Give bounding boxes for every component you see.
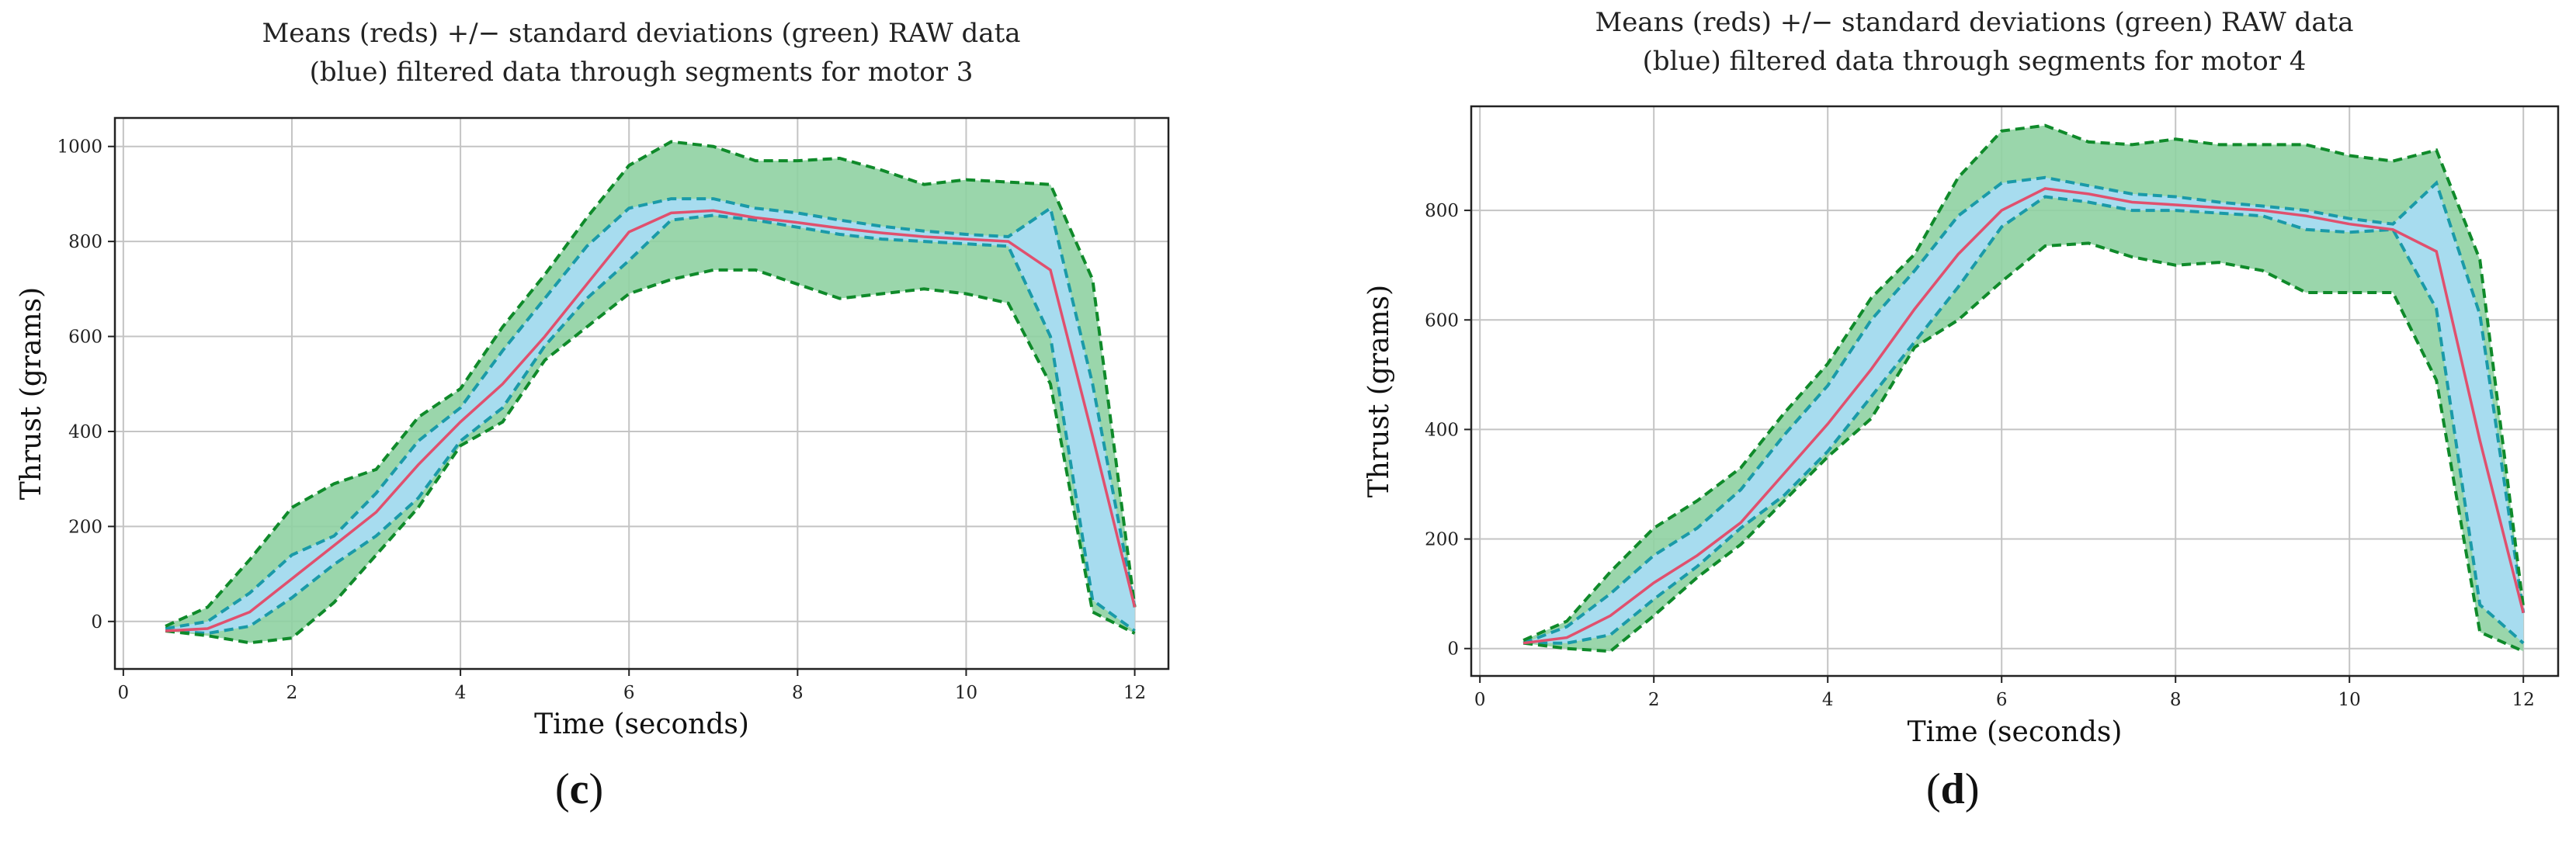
chart-motor-3: Means (reds) +/− standard deviations (gr…	[16, 18, 1170, 740]
y-tick-label: 800	[1425, 201, 1459, 221]
y-tick-label: 200	[1425, 530, 1459, 550]
y-tick-label: 0	[1447, 639, 1459, 660]
filtered-lower-line	[1523, 195, 2525, 645]
x-tick-label: 10	[955, 683, 977, 703]
panel-label-d: (d)	[1926, 765, 1980, 813]
x-tick-label: 4	[455, 683, 467, 703]
x-tick-label: 0	[1474, 690, 1486, 710]
y-tick-label: 600	[1425, 310, 1459, 331]
y-tick-label: 0	[91, 612, 102, 632]
mean-line	[165, 209, 1137, 632]
x-tick-label: 6	[623, 683, 635, 703]
plot-frame	[113, 116, 1170, 671]
x-tick-label: 2	[286, 683, 298, 703]
filtered-band	[165, 199, 1135, 634]
panel-c: Means (reds) +/− standard deviations (gr…	[0, 0, 1273, 849]
y-axis-label: Thrust (grams)	[1363, 285, 1395, 497]
x-tick-label: 8	[792, 683, 804, 703]
plot-frame	[1470, 105, 2560, 677]
raw-std-band	[1523, 125, 2524, 652]
y-tick-label: 400	[68, 422, 102, 442]
raw-lower-line	[165, 268, 1136, 645]
x-tick-label: 6	[1996, 690, 2008, 710]
x-tick-label: 0	[118, 683, 130, 703]
filtered-upper-line	[1522, 175, 2526, 645]
y-tick-label: 600	[68, 327, 102, 348]
chart-title-line: (blue) filtered data through segments fo…	[1643, 46, 2307, 77]
y-tick-label: 400	[1425, 420, 1459, 440]
filtered-band	[1523, 177, 2524, 643]
y-tick-label: 800	[68, 232, 102, 252]
chart-motor-4: Means (reds) +/− standard deviations (gr…	[1363, 7, 2560, 748]
x-tick-label: 4	[1822, 690, 1834, 710]
panel-label-c: (c)	[555, 765, 604, 813]
chart-title-line: (blue) filtered data through segments fo…	[310, 57, 974, 88]
raw-lower-line	[1522, 241, 2525, 653]
x-axis-label: Time (seconds)	[1908, 716, 2123, 748]
x-axis-label: Time (seconds)	[534, 709, 749, 740]
y-tick-label: 200	[68, 517, 102, 537]
y-tick-label: 1000	[57, 137, 102, 158]
raw-upper-line	[165, 140, 1137, 628]
raw-upper-line	[1522, 123, 2526, 642]
x-tick-label: 2	[1648, 690, 1660, 710]
panel-d: Means (reds) +/− standard deviations (gr…	[1351, 0, 2576, 849]
x-tick-label: 12	[2512, 690, 2535, 710]
filtered-lower-line	[165, 213, 1136, 636]
x-tick-label: 8	[2170, 690, 2182, 710]
mean-line	[1522, 187, 2525, 645]
y-axis-label: Thrust (grams)	[16, 287, 47, 500]
x-tick-label: 12	[1123, 683, 1146, 703]
chart-title-line: Means (reds) +/− standard deviations (gr…	[262, 18, 1020, 49]
x-tick-label: 10	[2338, 690, 2361, 710]
chart-title-line: Means (reds) +/− standard deviations (gr…	[1595, 7, 2353, 38]
